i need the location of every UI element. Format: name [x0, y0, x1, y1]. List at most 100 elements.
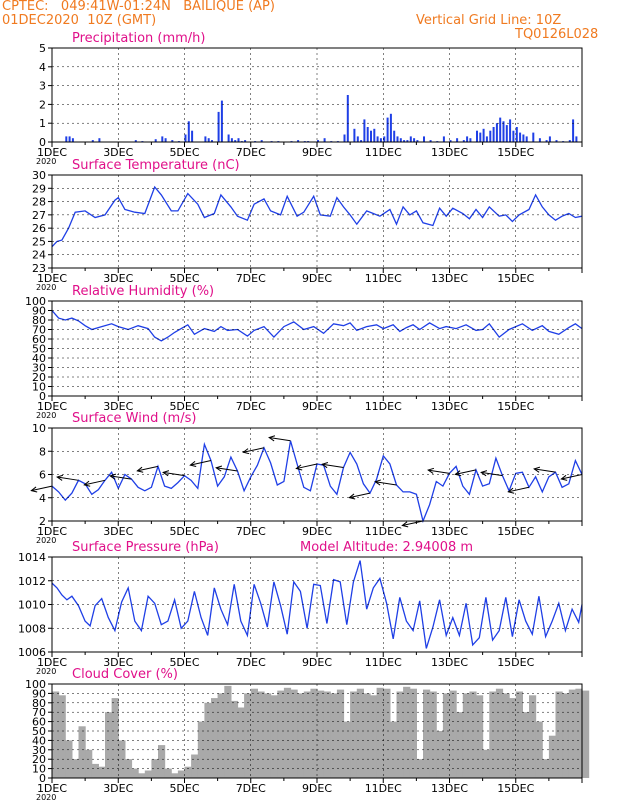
cloud-bar: [442, 693, 451, 778]
x-tick-label: 7DEC: [236, 272, 266, 285]
y-tick-label: 26: [32, 222, 46, 235]
precip-bar: [161, 136, 164, 142]
precip-bar: [376, 136, 379, 142]
wind-arrow: [481, 471, 503, 477]
wind-arrow: [455, 469, 477, 475]
cloud-bar: [297, 693, 305, 778]
wind-arrow-head: [30, 486, 38, 493]
y-tick-label: 10: [32, 422, 46, 435]
cloud-bar: [495, 688, 504, 778]
wind-arrow: [243, 447, 265, 453]
precip-bar: [386, 117, 389, 142]
cloud-bar: [522, 712, 530, 778]
x-tick-label: 15DEC: [497, 400, 534, 413]
x-tick-label: 9DEC: [302, 400, 332, 413]
cloud-bar: [257, 691, 265, 778]
y-tick-label: 60: [32, 716, 46, 729]
temp-title: Surface Temperature (nC): [72, 158, 240, 173]
y-tick-label: 6: [39, 469, 46, 482]
y-tick-label: 28: [32, 196, 46, 209]
precip-bar: [489, 130, 492, 142]
precip-bar: [154, 139, 157, 142]
x-tick-label: 15DEC: [497, 272, 534, 285]
wind-arrow: [31, 485, 53, 492]
precip-bar: [65, 136, 68, 142]
wind-arrow: [110, 475, 132, 480]
y-tick-label: 10: [32, 381, 46, 394]
precip-bar: [499, 117, 502, 142]
x-tick-label: 1DEC: [37, 525, 67, 538]
cloud-bar: [515, 691, 523, 778]
cloud-bar: [350, 691, 358, 778]
cloud-bar: [529, 695, 537, 778]
cloud-bar: [171, 773, 179, 778]
cloud-bar: [230, 700, 239, 778]
x-tick-label: 15DEC: [497, 782, 534, 795]
cloud-bar: [568, 689, 576, 778]
cloud-bar: [237, 707, 245, 778]
cloud-bar: [52, 691, 60, 778]
cloud-bar: [462, 693, 470, 778]
model-altitude: Model Altitude: 2.94008 m: [300, 540, 473, 555]
y-tick-label: 5: [39, 42, 46, 55]
year-label: 2020: [36, 536, 56, 545]
cloud-bar: [409, 688, 417, 778]
y-tick-label: 90: [32, 687, 46, 700]
wind-arrow-head: [215, 465, 223, 472]
y-tick-label: 100: [25, 678, 46, 691]
x-tick-label: 7DEC: [236, 656, 266, 669]
precip-bar: [389, 113, 392, 142]
cloud-bar: [482, 749, 490, 778]
precip-bar: [260, 140, 263, 142]
cloud-bar: [283, 687, 292, 778]
precip-bar: [462, 140, 465, 142]
wind-arrow-head: [295, 464, 303, 471]
x-tick-label: 5DEC: [169, 656, 199, 669]
precip-bar: [234, 140, 237, 142]
y-tick-label: 50: [32, 343, 46, 356]
cloud-bar: [98, 766, 106, 778]
cloud-bar: [151, 759, 159, 778]
precip-bar: [68, 136, 71, 142]
precip-bar: [360, 140, 363, 142]
cloud-bar: [456, 712, 464, 778]
precip-bar: [187, 121, 190, 142]
x-tick-label: 15DEC: [497, 525, 534, 538]
cloud-bar: [310, 688, 318, 778]
x-tick-label: 7DEC: [236, 146, 266, 159]
cloud-bar: [224, 685, 232, 778]
precip-bar: [423, 136, 425, 142]
cloud-bar: [105, 712, 113, 778]
cloud-bar: [177, 770, 186, 778]
x-tick-label: 5DEC: [169, 525, 199, 538]
wind-arrow: [561, 474, 583, 480]
cloud-bar: [548, 735, 557, 778]
wind-arrow-head: [56, 474, 64, 481]
precip-bar: [512, 130, 515, 142]
y-tick-label: 0: [39, 772, 46, 785]
precip-bar: [476, 130, 478, 142]
cloud-bar: [502, 693, 510, 778]
wind-arrow-head: [162, 470, 170, 477]
x-tick-label: 7DEC: [236, 525, 266, 538]
y-tick-label: 24: [32, 249, 46, 262]
wind-title: Surface Wind (m/s): [72, 411, 196, 426]
cloud-bar: [303, 691, 311, 778]
precip-bar: [363, 119, 366, 142]
x-tick-label: 9DEC: [302, 782, 332, 795]
precip-bar: [515, 127, 518, 142]
rh-title: Relative Humidity (%): [72, 284, 214, 299]
y-tick-label: 10: [32, 763, 46, 776]
year-label: 2020: [36, 157, 56, 166]
x-tick-label: 11DEC: [365, 400, 402, 413]
wind-arrow: [296, 463, 318, 470]
y-tick-label: 60: [32, 333, 46, 346]
cloud-bar: [164, 768, 172, 778]
wind-arrow-head: [189, 460, 197, 467]
cloud-bar: [449, 690, 457, 778]
cloud-bar: [91, 763, 99, 778]
precip-bar: [370, 130, 372, 142]
year-label: 2020: [36, 411, 56, 420]
x-tick-label: 1DEC: [37, 272, 67, 285]
precip-bar: [220, 100, 223, 142]
